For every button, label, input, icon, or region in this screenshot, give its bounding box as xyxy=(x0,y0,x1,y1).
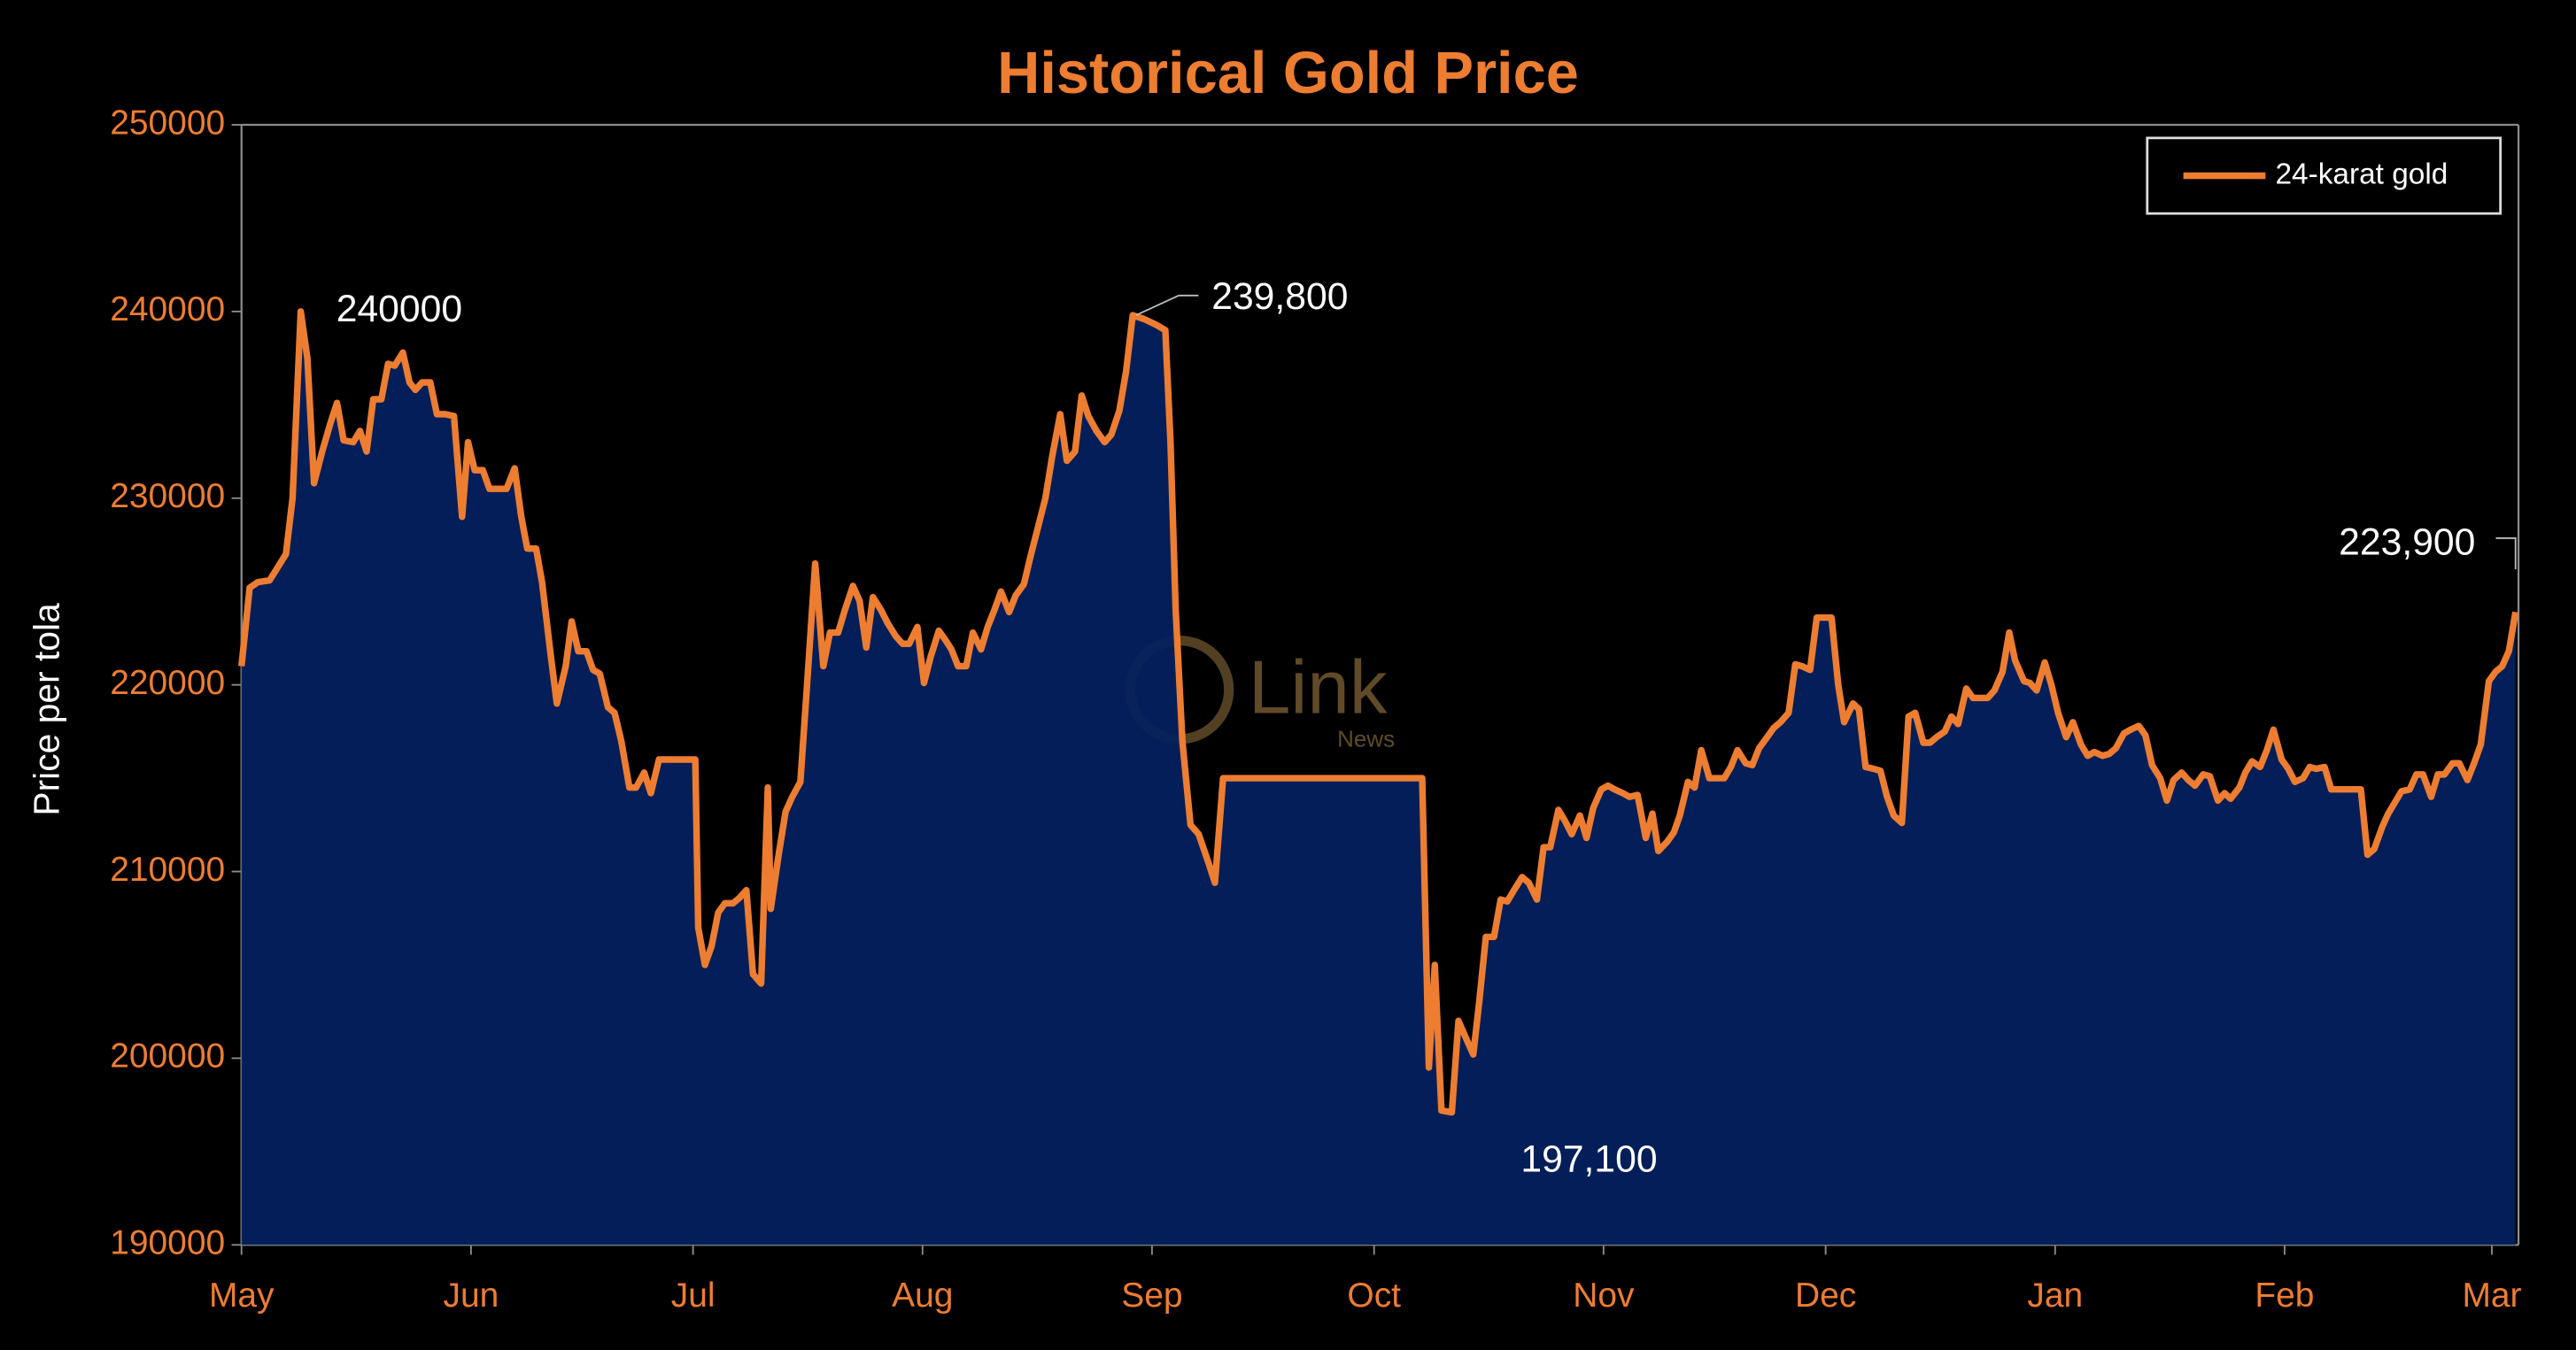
line xyxy=(238,308,2519,1116)
annotation-leader xyxy=(1135,294,1199,316)
legend-label: 24-karat gold xyxy=(2275,158,2448,190)
annotation: 240000 xyxy=(337,288,462,330)
x-tick-label: May xyxy=(209,1277,275,1315)
x-tick-label: Mar xyxy=(2462,1277,2521,1315)
chart-title: Historical Gold Price xyxy=(997,41,1579,106)
x-tick-label: Jan xyxy=(2027,1277,2083,1315)
y-axis-label: Price per tola xyxy=(26,603,66,816)
y-tick-label: 210000 xyxy=(110,851,225,889)
annotation: 197,100 xyxy=(1520,1138,1657,1180)
y-tick-label: 200000 xyxy=(110,1038,225,1076)
x-tick-label: Aug xyxy=(892,1277,953,1315)
x-tick-label: Jul xyxy=(671,1277,716,1315)
x-tick-label: Nov xyxy=(1573,1277,1635,1315)
x-tick-label: Jun xyxy=(443,1277,499,1315)
x-tick-label: Dec xyxy=(1795,1277,1856,1315)
x-tick-label: Feb xyxy=(2255,1277,2314,1315)
watermark-subtext: News xyxy=(1337,726,1395,752)
x-tick-label: Sep xyxy=(1121,1277,1182,1315)
x-tick-label: Oct xyxy=(1347,1277,1401,1315)
y-tick-label: 230000 xyxy=(110,477,225,515)
watermark-text: Link xyxy=(1249,645,1388,729)
annotation-leader xyxy=(2495,536,2517,570)
y-tick-label: 220000 xyxy=(110,664,225,702)
y-tick-label: 190000 xyxy=(110,1224,225,1262)
y-tick-label: 240000 xyxy=(110,290,225,328)
annotation: 223,900 xyxy=(2339,521,2475,564)
annotation: 239,800 xyxy=(1211,275,1348,318)
y-tick-label: 250000 xyxy=(110,104,225,142)
